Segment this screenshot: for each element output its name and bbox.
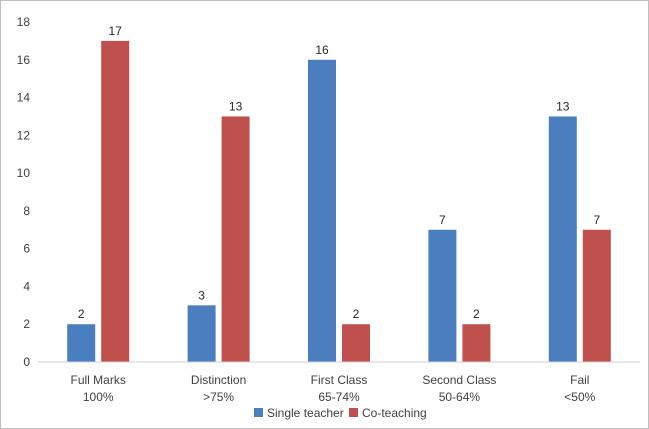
bar-co-teaching <box>101 40 130 363</box>
bar-single-teacher <box>187 305 216 362</box>
x-tick-label: 65-74% <box>318 390 360 404</box>
legend-swatch <box>254 408 263 417</box>
x-tick-label: 100% <box>83 390 114 404</box>
y-tick-label: 4 <box>23 279 30 293</box>
bar-single-teacher <box>548 116 577 362</box>
y-tick-label: 18 <box>17 15 31 29</box>
data-label: 16 <box>315 43 329 57</box>
legend-label: Single teacher <box>267 406 344 420</box>
data-label: 13 <box>556 99 570 113</box>
y-axis: 0 2 4 6 8 10 12 14 16 18 <box>17 15 31 369</box>
y-tick-label: 6 <box>23 242 30 256</box>
x-tick-label: Full Marks <box>71 373 126 387</box>
x-tick-label: <50% <box>564 390 595 404</box>
x-tick-label: First Class <box>311 373 368 387</box>
x-tick-label: Fail <box>570 373 589 387</box>
bars: 2 17 3 13 16 2 7 2 13 7 <box>67 24 611 363</box>
bar-single-teacher <box>67 324 96 362</box>
bar-co-teaching <box>221 116 250 362</box>
x-axis: Full Marks 100% Distinction >75% First Class… <box>38 361 640 404</box>
y-tick-label: 8 <box>23 204 30 218</box>
data-label: 7 <box>593 213 600 227</box>
bar-single-teacher <box>428 229 457 362</box>
x-tick-label: Distinction <box>191 373 246 387</box>
y-tick-label: 0 <box>23 355 30 369</box>
x-tick-label: Second Class <box>422 373 496 387</box>
x-tick-label: 50-64% <box>439 390 481 404</box>
bar-co-teaching <box>342 324 370 362</box>
legend-swatch <box>349 408 358 417</box>
data-label: 3 <box>198 288 205 302</box>
legend-label: Co-teaching <box>362 406 427 420</box>
data-label: 17 <box>109 24 123 38</box>
bar-co-teaching <box>462 324 491 362</box>
legend: Single teacher Co-teaching <box>254 406 427 420</box>
data-label: 2 <box>78 307 85 321</box>
y-tick-label: 2 <box>23 317 30 331</box>
data-label: 2 <box>353 307 360 321</box>
y-tick-label: 10 <box>17 166 31 180</box>
bar-co-teaching <box>582 229 611 362</box>
data-label: 13 <box>229 99 243 113</box>
y-tick-label: 14 <box>17 91 31 105</box>
y-tick-label: 12 <box>17 128 31 142</box>
y-tick-label: 16 <box>17 53 31 67</box>
data-label: 7 <box>439 213 446 227</box>
x-tick-label: >75% <box>203 390 234 404</box>
bar-single-teacher <box>308 59 336 363</box>
data-label: 2 <box>473 307 480 321</box>
